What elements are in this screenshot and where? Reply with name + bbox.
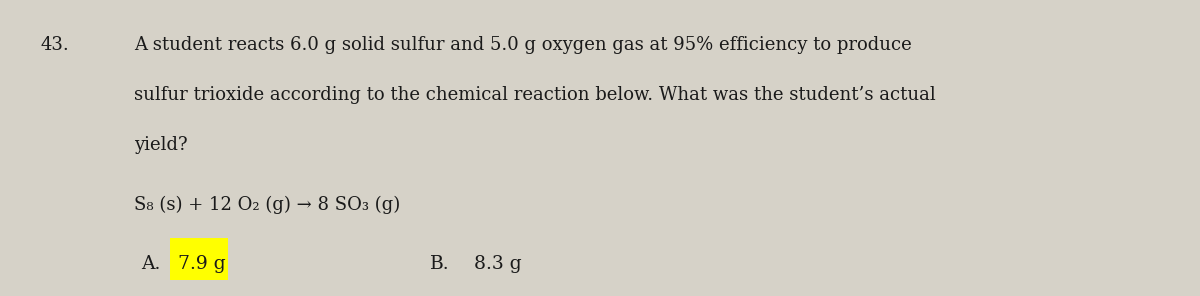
Text: 7.9 g: 7.9 g <box>178 255 226 273</box>
Text: 8.3 g: 8.3 g <box>474 255 522 273</box>
Text: S₈ (s) + 12 O₂ (g) → 8 SO₃ (g): S₈ (s) + 12 O₂ (g) → 8 SO₃ (g) <box>134 195 401 214</box>
Text: B.: B. <box>430 255 449 273</box>
Text: A student reacts 6.0 g solid sulfur and 5.0 g oxygen gas at 95% efficiency to pr: A student reacts 6.0 g solid sulfur and … <box>134 36 912 54</box>
Text: yield?: yield? <box>134 136 188 154</box>
Text: sulfur trioxide according to the chemical reaction below. What was the student’s: sulfur trioxide according to the chemica… <box>134 86 936 104</box>
Text: A.: A. <box>142 255 161 273</box>
Text: 43.: 43. <box>41 36 70 54</box>
